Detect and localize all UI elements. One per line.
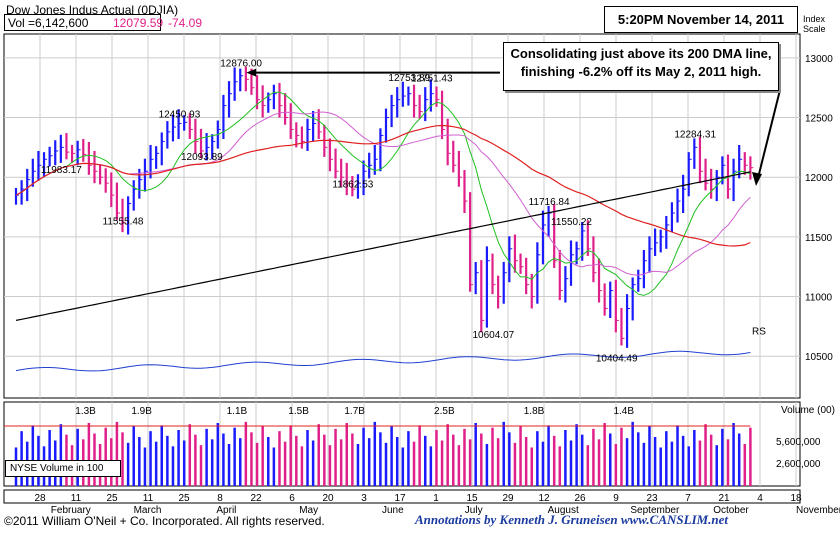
month-label: June xyxy=(382,505,404,516)
x-tick-label: 29 xyxy=(502,493,514,504)
price-change: -74.09 xyxy=(168,16,203,30)
y-tick-label: 10500 xyxy=(805,352,833,363)
price-annotation: 12093.89 xyxy=(181,152,223,163)
ma21-line xyxy=(15,111,751,276)
credit-text: Annotations by Kenneth J. Gruneisen www.… xyxy=(415,512,729,527)
volume-tick-1: 5,600,000 xyxy=(776,437,821,448)
volume-peak-label: 1.9B xyxy=(131,406,152,417)
ma200-line xyxy=(15,171,751,321)
header-stats-box: Vol =6,142,600 12079.59 xyxy=(4,14,164,31)
volume-peak-label: 1.7B xyxy=(344,406,365,417)
price-annotation: 12876.00 xyxy=(220,59,262,70)
x-tick-label: 8 xyxy=(217,493,223,504)
month-label: March xyxy=(134,505,162,516)
price-annotation: 11983.17 xyxy=(41,165,82,176)
y-tick-label: 13000 xyxy=(805,54,833,65)
x-tick-label: 23 xyxy=(646,493,658,504)
nyse-volume-box: NYSE Volume in 100 xyxy=(5,460,121,477)
volume-panel-label: Volume (00) xyxy=(781,405,835,416)
month-label: November xyxy=(796,505,840,516)
month-label: October xyxy=(713,505,749,516)
y-tick-label: 11000 xyxy=(805,293,833,304)
volume-peak-label: 1.1B xyxy=(227,406,248,417)
index-scale-label: Index Scale xyxy=(803,14,826,34)
price-annotation: 12450.93 xyxy=(159,109,201,120)
copyright-text: ©2011 William O'Neil + Co. Incorporated.… xyxy=(4,514,325,528)
chart-title: Dow Jones Indus Actual (0DJIA) xyxy=(6,3,179,17)
x-tick-label: 25 xyxy=(178,493,190,504)
x-tick-label: 26 xyxy=(574,493,586,504)
rs-line xyxy=(15,350,751,372)
x-tick-label: 15 xyxy=(466,493,478,504)
price-annotation: 10404.49 xyxy=(596,354,638,365)
price-annotation: 11555.48 xyxy=(103,216,144,227)
x-tick-label: 9 xyxy=(613,493,619,504)
x-tick-label: 6 xyxy=(289,493,295,504)
y-tick-label: 11500 xyxy=(805,233,833,244)
x-tick-label: 25 xyxy=(106,493,118,504)
date-axis-frame xyxy=(3,489,801,504)
volume-tick-2: 2,600,000 xyxy=(776,459,821,470)
price-annotation: 12753.89 xyxy=(388,73,430,84)
price-annotation: 12284.31 xyxy=(674,129,716,140)
price-annotation: 11862.53 xyxy=(332,180,373,191)
annotation-callout: Consolidating just above its 200 DMA lin… xyxy=(503,42,779,91)
month-label: August xyxy=(548,505,579,516)
timestamp-box: 5:20PM November 14, 2011 xyxy=(604,6,798,33)
volume-peak-label: 1.5B xyxy=(288,406,309,417)
volume-peak-label: 1.8B xyxy=(524,406,545,417)
volume-peak-label: 1.3B xyxy=(75,406,96,417)
price-panel-frame xyxy=(3,33,801,399)
pointer-arrowhead-high xyxy=(246,68,257,77)
x-tick-label: 20 xyxy=(322,493,334,504)
x-tick-label: 1 xyxy=(433,493,439,504)
x-tick-label: 11 xyxy=(143,493,154,504)
x-tick-label: 28 xyxy=(34,493,46,504)
x-tick-label: 7 xyxy=(685,493,691,504)
x-tick-label: 21 xyxy=(718,493,730,504)
x-tick-label: 12 xyxy=(538,493,550,504)
volume-peak-label: 2.5B xyxy=(434,406,455,417)
x-tick-label: 3 xyxy=(361,493,367,504)
pointer-arrowhead-current xyxy=(752,172,762,186)
annotation-line-1: Consolidating just above its 200 DMA lin… xyxy=(510,46,772,61)
rs-label: RS xyxy=(752,327,766,338)
price-annotation: 11716.84 xyxy=(529,197,570,208)
y-tick-label: 12000 xyxy=(805,173,833,184)
x-tick-label: 17 xyxy=(394,493,406,504)
month-label: April xyxy=(216,505,236,516)
ma50-line xyxy=(15,124,751,247)
month-label: February xyxy=(51,505,91,516)
x-tick-label: 11 xyxy=(71,493,82,504)
month-label: May xyxy=(299,505,318,516)
annotation-line-2: finishing -6.2% off its May 2, 2011 high… xyxy=(520,64,762,79)
price-annotation: 10604.07 xyxy=(473,330,515,341)
x-tick-label: 18 xyxy=(790,493,802,504)
month-label: July xyxy=(465,505,483,516)
volume-label: Vol =6,142,600 xyxy=(8,16,89,30)
x-tick-label: 22 xyxy=(250,493,262,504)
volume-peak-label: 1.4B xyxy=(613,406,634,417)
y-tick-label: 12500 xyxy=(805,114,833,125)
month-label: September xyxy=(630,505,680,516)
ma10-line xyxy=(15,91,751,296)
pointer-arrow-current xyxy=(757,89,781,179)
price-value: 12079.59 xyxy=(113,16,164,30)
price-annotation: 11550.22 xyxy=(551,217,592,228)
x-tick-label: 4 xyxy=(757,493,763,504)
price-annotation: 12751.43 xyxy=(411,74,453,85)
